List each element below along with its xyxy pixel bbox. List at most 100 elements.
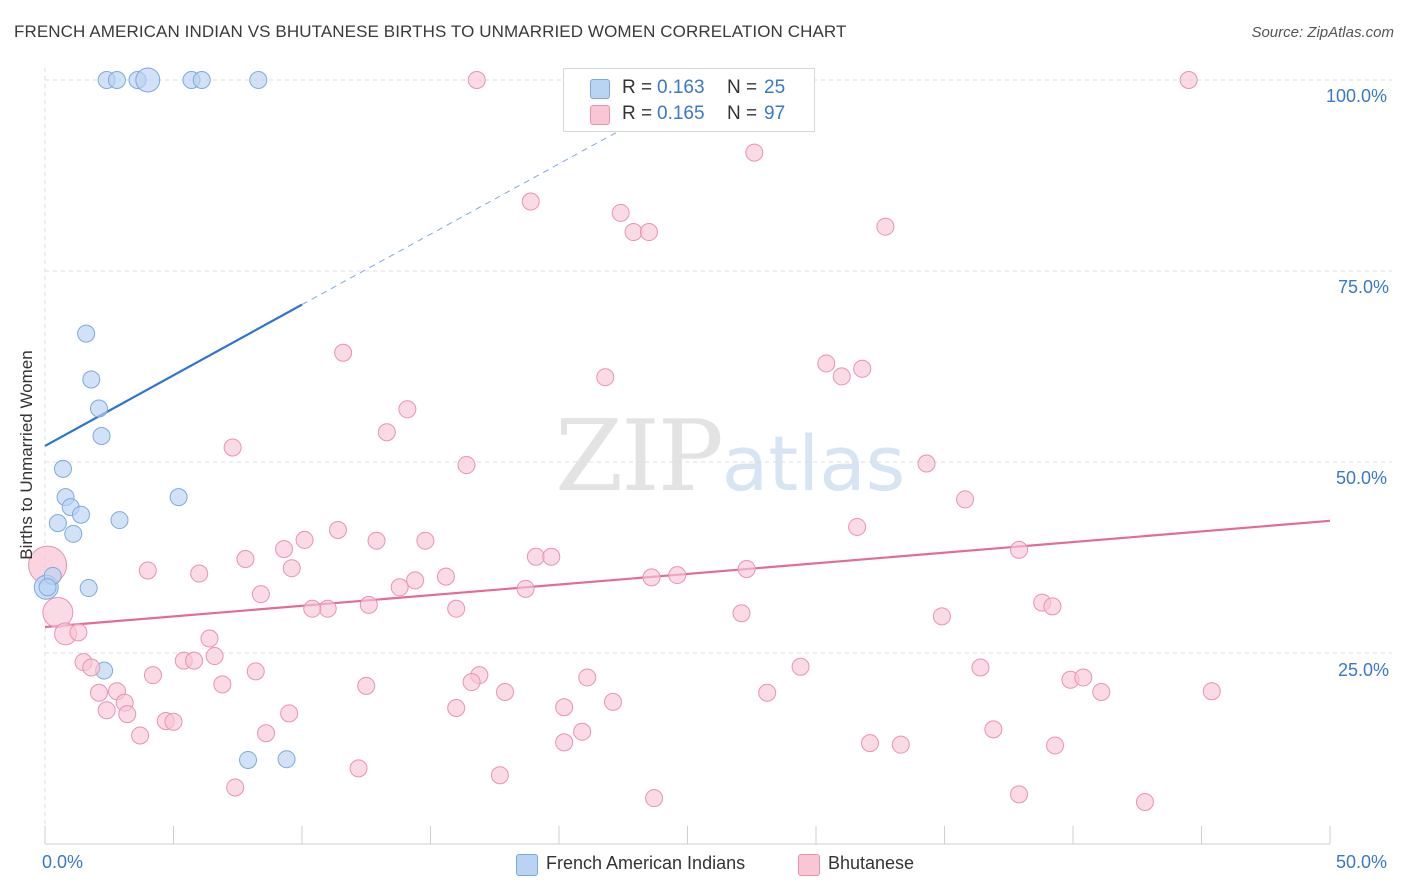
point-french-american-indians-7 (77, 324, 96, 343)
point-bhutanese-3 (521, 192, 540, 211)
point-bhutanese-45 (932, 607, 951, 626)
point-bhutanese-33 (737, 559, 756, 578)
point-bhutanese-51 (200, 629, 219, 648)
point-french-american-indians-17 (110, 511, 129, 530)
point-french-american-indians-5 (192, 71, 211, 89)
y-tick-label-50: 50.0% (1336, 468, 1388, 488)
scatter-points (28, 67, 1221, 811)
point-bhutanese-83 (257, 724, 276, 743)
point-bhutanese-21 (367, 531, 386, 550)
bottom-legend-swatch-blue (516, 854, 538, 876)
stats-legend: R = 0.163 N = 25 R = 0.165 N = 97 (563, 68, 815, 132)
chart-title: FRENCH AMERICAN INDIAN VS BHUTANESE BIRT… (14, 22, 847, 41)
source-label: Source: ZipAtlas.com (1251, 24, 1394, 41)
point-bhutanese-68 (496, 682, 515, 701)
watermark-zip: ZIP (555, 400, 724, 514)
point-bhutanese-53 (82, 658, 101, 677)
point-bhutanese-6 (639, 223, 658, 242)
point-bhutanese-65 (213, 675, 232, 694)
point-bhutanese-66 (357, 676, 376, 695)
point-bhutanese-37 (390, 578, 409, 597)
point-bhutanese-56 (205, 647, 224, 666)
trend-lines (44, 125, 1331, 629)
point-bhutanese-78 (447, 699, 466, 718)
legend-n-label: N = (727, 103, 758, 124)
x-tick-label-50: 50.0% (1336, 852, 1388, 872)
point-bhutanese-42 (318, 599, 337, 618)
point-bhutanese-80 (280, 704, 299, 723)
bottom-legend-label: Bhutanese (828, 853, 915, 873)
point-french-american-indians-15 (71, 505, 90, 524)
point-bhutanese-22 (416, 531, 435, 550)
point-bhutanese-91 (349, 759, 368, 778)
legend-swatch-blue (590, 79, 610, 99)
point-bhutanese-17 (917, 454, 936, 473)
gridlines (44, 68, 1392, 844)
watermark: ZIPatlas (555, 400, 905, 514)
point-bhutanese-90 (1046, 736, 1065, 755)
point-bhutanese-43 (303, 599, 322, 618)
point-bhutanese-40 (359, 595, 378, 614)
point-bhutanese-11 (853, 359, 872, 378)
point-bhutanese-86 (573, 722, 592, 741)
point-bhutanese-73 (1202, 682, 1221, 701)
point-bhutanese-96 (1135, 792, 1154, 811)
point-bhutanese-77 (603, 692, 622, 711)
point-french-american-indians-23 (239, 750, 258, 769)
point-bhutanese-88 (860, 734, 879, 753)
point-bhutanese-10 (832, 367, 851, 386)
point-bhutanese-31 (282, 559, 301, 578)
point-bhutanese-85 (131, 726, 150, 745)
point-bhutanese-69 (758, 683, 777, 702)
point-bhutanese-34 (642, 568, 661, 587)
point-bhutanese-13 (398, 400, 417, 419)
point-bhutanese-2 (745, 143, 764, 162)
y-tick-label-75: 75.0% (1338, 277, 1390, 297)
point-french-american-indians-1 (107, 71, 126, 89)
point-bhutanese-20 (328, 520, 347, 539)
point-bhutanese-50 (69, 623, 88, 642)
trend-line-bhutanese (44, 519, 1331, 629)
point-french-american-indians-11 (53, 459, 72, 478)
trend-line-french-american-indians (44, 303, 303, 447)
legend-row-french-american-indians: R = 0.163 N = 25 (564, 74, 814, 100)
point-bhutanese-4 (611, 203, 630, 222)
point-french-american-indians-13 (169, 488, 188, 507)
point-bhutanese-62 (971, 658, 990, 677)
point-bhutanese-29 (138, 561, 157, 580)
point-bhutanese-76 (97, 701, 116, 720)
point-bhutanese-27 (542, 547, 561, 566)
point-bhutanese-1 (1179, 71, 1198, 89)
point-bhutanese-55 (185, 651, 204, 670)
point-bhutanese-12 (596, 368, 615, 387)
point-bhutanese-64 (1074, 668, 1093, 687)
point-bhutanese-24 (275, 540, 294, 559)
y-tick-label-100: 100.0% (1326, 86, 1388, 106)
point-bhutanese-23 (295, 530, 314, 549)
point-french-american-indians-6 (249, 71, 268, 89)
point-french-american-indians-21 (38, 578, 57, 597)
point-bhutanese-47 (1043, 597, 1062, 616)
point-bhutanese-70 (89, 683, 108, 702)
point-bhutanese-16 (457, 456, 476, 475)
point-bhutanese-15 (223, 438, 242, 457)
point-french-american-indians-8 (82, 370, 101, 389)
point-bhutanese-75 (118, 705, 137, 724)
point-bhutanese-95 (645, 789, 664, 808)
point-bhutanese-9 (817, 354, 836, 373)
point-bhutanese-38 (516, 579, 535, 598)
point-bhutanese-25 (1010, 540, 1029, 559)
legend-r-label: R = (622, 103, 653, 124)
point-bhutanese-84 (984, 720, 1003, 739)
point-bhutanese-92 (490, 766, 509, 785)
point-bhutanese-67 (462, 673, 481, 692)
point-bhutanese-79 (555, 698, 574, 717)
point-bhutanese-39 (251, 585, 270, 604)
point-bhutanese-82 (164, 712, 183, 731)
point-bhutanese-5 (624, 223, 643, 242)
point-bhutanese-57 (143, 666, 162, 685)
point-bhutanese-32 (436, 567, 455, 586)
point-bhutanese-18 (956, 490, 975, 509)
point-french-american-indians-3 (135, 67, 161, 93)
